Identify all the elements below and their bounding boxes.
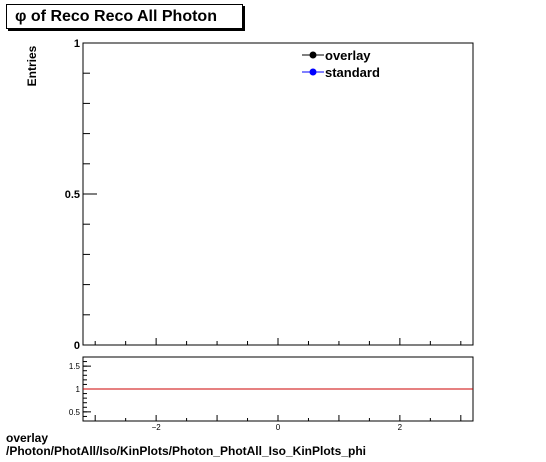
footer-line-2: /Photon/PhotAll/Iso/KinPlots/Photon_Phot… [6,444,366,458]
ratio-y-tick-label: 0.5 [69,408,81,417]
ratio-x-tick-label: 2 [398,423,403,432]
y-axis-title: Entries [25,45,39,86]
main-y-tick-label: 1 [74,38,80,50]
ratio-y-tick-label: 1 [76,385,81,394]
footer-line-1: overlay [6,431,49,445]
ratio-x-tick-label: 0 [276,423,281,432]
legend-marker-overlay [309,51,317,59]
main-y-tick-label: 0.5 [65,189,80,201]
main-plot-frame [82,42,474,346]
legend-label-overlay: overlay [325,48,371,63]
ratio-x-tick-label: −2 [152,423,162,432]
legend-marker-standard [309,68,317,76]
main-y-tick-label: 0 [74,340,80,352]
footer-text: overlay /Photon/PhotAll/Iso/KinPlots/Pho… [6,432,366,458]
chart-title-box: φ of Reco Reco All Photon [6,4,243,29]
legend-label-standard: standard [325,65,380,80]
ratio-y-tick-label: 1.5 [69,362,81,371]
chart-title: φ of Reco Reco All Photon [15,8,217,25]
